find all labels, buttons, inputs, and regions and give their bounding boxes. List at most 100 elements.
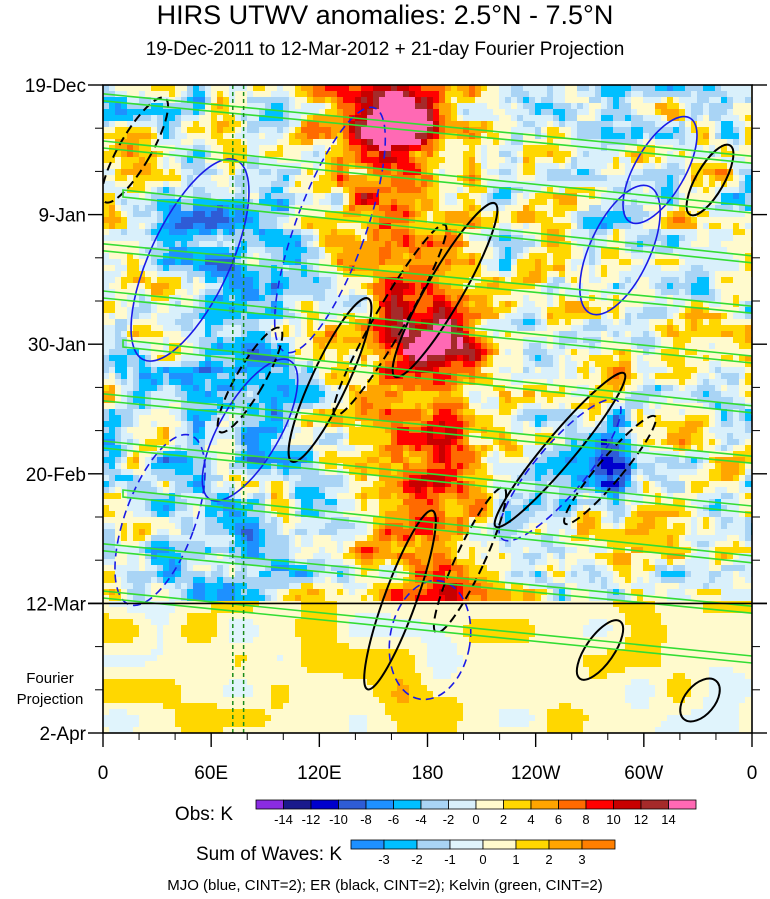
colorbar-swatch xyxy=(310,799,339,810)
colorbar-tick-label: 2 xyxy=(500,812,507,827)
colorbar-swatch xyxy=(448,799,477,810)
colorbar-swatch xyxy=(581,839,616,850)
colorbar-tick-label: -1 xyxy=(444,852,456,867)
colorbar-swatch xyxy=(558,799,587,810)
mjo-contour xyxy=(579,184,661,316)
colorbar-swatch xyxy=(449,839,484,850)
colorbar-swatch xyxy=(416,839,451,850)
kelvin-contour xyxy=(103,290,752,364)
colorbar-swatch xyxy=(383,839,418,850)
x-tick-label: 60E xyxy=(194,763,228,784)
colorbar-tick-label: 0 xyxy=(479,852,486,867)
y-tick-label: 2-Apr xyxy=(40,724,87,745)
colorbar-swatch xyxy=(640,799,669,810)
er-contour xyxy=(575,619,625,681)
er-contour xyxy=(493,371,627,529)
er-contour xyxy=(391,201,499,379)
waves-colorbar: -3 -2 -1 0 1 2 3 Sum of Waves: K xyxy=(196,839,616,867)
colorbar-tick-label: -4 xyxy=(415,812,427,827)
colorbar-swatch xyxy=(350,839,385,850)
chart-subtitle: 19-Dec-2011 to 12-Mar-2012 + 21-day Four… xyxy=(145,39,625,60)
colorbar-swatch xyxy=(475,799,504,810)
mjo-contour xyxy=(622,115,698,225)
colorbar-swatch xyxy=(338,799,367,810)
colorbar-swatch xyxy=(393,799,422,810)
y-tick-label: 19-Dec xyxy=(25,76,86,97)
colorbar-tick-label: -14 xyxy=(274,812,293,827)
x-tick-label: 180 xyxy=(412,763,444,784)
colorbar-swatch xyxy=(530,799,559,810)
colorbar-tick-label: 4 xyxy=(527,812,534,827)
x-tick-label: 0 xyxy=(98,763,109,784)
colorbar-tick-label: 6 xyxy=(555,812,562,827)
er-contour xyxy=(287,297,373,463)
colorbar-tick-label: 14 xyxy=(661,812,675,827)
mjo-contour xyxy=(114,433,206,607)
colorbar-tick-label: 0 xyxy=(472,812,479,827)
colorbar-swatch xyxy=(548,839,583,850)
colorbar-swatch xyxy=(255,799,284,810)
mjo-contour xyxy=(273,106,387,354)
colorbar-tick-label: 1 xyxy=(512,852,519,867)
wave-contours xyxy=(103,85,752,733)
y-tick-label: 20-Feb xyxy=(26,465,86,486)
anomaly-field xyxy=(103,85,752,733)
kelvin-contour xyxy=(103,440,752,514)
contour-legend-note: MJO (blue, CINT=2); ER (black, CINT=2); … xyxy=(167,877,603,894)
er-contour xyxy=(679,677,721,723)
colorbar-tick-label: 10 xyxy=(606,812,620,827)
colorbar-tick-label: -3 xyxy=(378,852,390,867)
colorbar-swatch xyxy=(503,799,532,810)
colorbar-swatch xyxy=(668,799,697,810)
colorbar-swatch xyxy=(365,799,394,810)
mjo-contour xyxy=(498,398,622,542)
er-contour xyxy=(216,326,284,434)
colorbar-tick-label: -12 xyxy=(302,812,321,827)
kelvin-contour xyxy=(103,243,752,314)
colorbar-label: Sum of Waves: K xyxy=(196,844,342,865)
x-tick-label: 120E xyxy=(297,763,341,784)
kelvin-contour xyxy=(103,140,752,214)
er-contour xyxy=(363,509,437,691)
x-tick-label: 60W xyxy=(624,763,663,784)
colorbar-swatch xyxy=(515,839,550,850)
kelvin-contour xyxy=(103,543,752,614)
x-tick-label: 0 xyxy=(747,763,758,784)
mjo-contour xyxy=(388,579,472,701)
er-contour xyxy=(685,143,735,217)
colorbar-tick-label: 2 xyxy=(545,852,552,867)
colorbar-tick-label: -2 xyxy=(443,812,455,827)
colorbar-swatch xyxy=(482,839,517,850)
axis-labels: 19-Dec 9-Jan 30-Jan 20-Feb 12-Mar 2-Apr 0 60E 12… xyxy=(17,76,758,784)
projection-label: Fourier xyxy=(26,670,74,687)
kelvin-contour xyxy=(103,393,752,464)
kelvin-contour xyxy=(122,489,752,564)
colorbar-swatch xyxy=(585,799,614,810)
colorbar-tick-label: 3 xyxy=(578,852,585,867)
colorbar-swatch xyxy=(420,799,449,810)
colorbar-tick-label: 8 xyxy=(582,812,589,827)
colorbar-swatch xyxy=(613,799,642,810)
kelvin-contour xyxy=(103,93,752,164)
y-tick-label: 30-Jan xyxy=(28,335,86,356)
y-tick-label: 9-Jan xyxy=(38,206,86,227)
chart-title: HIRS UTWV anomalies: 2.5°N - 7.5°N xyxy=(156,0,614,30)
colorbar-tick-label: -6 xyxy=(388,812,400,827)
mjo-contour xyxy=(130,158,250,362)
x-tick-label: 120W xyxy=(511,763,561,784)
projection-label: Projection xyxy=(17,691,84,708)
er-contour xyxy=(103,96,170,204)
kelvin-contour xyxy=(103,590,752,664)
er-contour xyxy=(563,414,657,526)
colorbar-swatch xyxy=(283,799,312,810)
colorbar-tick-label: -10 xyxy=(329,812,348,827)
kelvin-contour xyxy=(122,339,752,414)
obs-colorbar: -14 -12 -10 -8 -6 -4 -2 0 2 4 6 8 10 12 14 Obs: K xyxy=(175,799,697,827)
kelvin-contour xyxy=(122,189,752,264)
colorbar-tick-label: 12 xyxy=(634,812,648,827)
colorbar-label: Obs: K xyxy=(175,804,233,825)
colorbar-tick-label: -2 xyxy=(411,852,423,867)
colorbar-tick-label: -8 xyxy=(360,812,372,827)
axis-ticks xyxy=(88,84,767,747)
